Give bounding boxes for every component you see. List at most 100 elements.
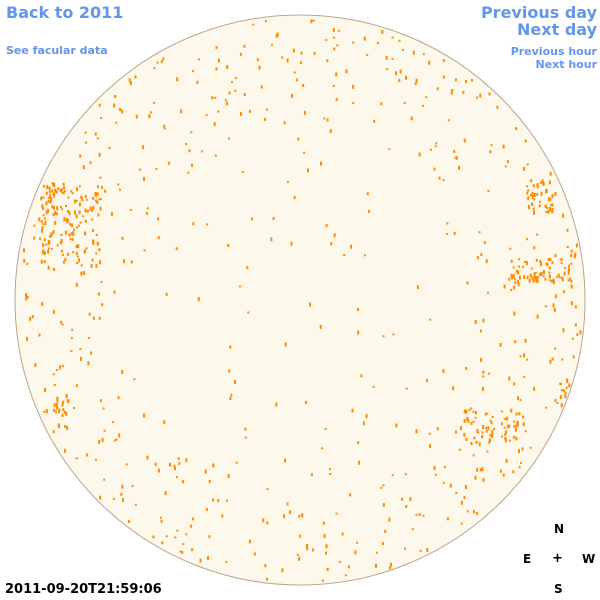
feature-mark — [42, 207, 44, 211]
feature-mark — [470, 442, 473, 445]
feature-mark — [574, 323, 577, 327]
feature-mark — [514, 340, 517, 344]
feature-mark — [92, 316, 95, 320]
feature-mark — [180, 109, 183, 114]
feature-mark — [176, 529, 179, 532]
feature-mark — [540, 191, 543, 196]
feature-mark — [239, 285, 241, 288]
feature-mark — [120, 492, 123, 496]
feature-mark — [474, 411, 477, 415]
feature-mark — [49, 200, 52, 204]
feature-mark — [266, 577, 268, 581]
feature-mark — [306, 543, 309, 548]
feature-mark — [258, 65, 261, 70]
feature-mark — [143, 413, 145, 418]
feature-mark — [535, 276, 538, 280]
see-facular-data-link[interactable]: See facular data — [6, 44, 108, 57]
feature-mark — [552, 280, 555, 285]
feature-mark — [185, 533, 188, 536]
feature-mark — [372, 385, 375, 388]
feature-mark — [455, 430, 457, 434]
feature-mark — [505, 430, 508, 435]
feature-mark — [56, 404, 58, 408]
feature-mark — [562, 328, 565, 333]
feature-mark — [352, 41, 355, 44]
feature-mark — [567, 269, 570, 274]
feature-mark — [519, 399, 522, 401]
feature-mark — [128, 78, 131, 83]
feature-mark — [523, 274, 526, 279]
feature-mark — [572, 355, 575, 359]
feature-mark — [556, 275, 558, 278]
feature-mark — [319, 325, 322, 329]
feature-mark — [518, 265, 521, 268]
feature-mark — [455, 155, 458, 160]
feature-mark — [551, 203, 554, 207]
feature-mark — [103, 478, 106, 481]
feature-mark — [429, 148, 432, 151]
feature-mark — [512, 266, 515, 269]
feature-mark — [168, 161, 171, 165]
feature-mark — [247, 311, 250, 314]
feature-mark — [56, 206, 59, 211]
feature-mark — [491, 433, 494, 438]
compass-west-label: W — [582, 552, 596, 566]
feature-mark — [113, 103, 116, 108]
feature-mark — [68, 211, 71, 216]
feature-mark — [419, 549, 422, 552]
feature-mark — [312, 548, 314, 552]
feature-mark — [47, 265, 50, 270]
feature-mark — [567, 272, 570, 275]
feature-mark — [526, 191, 529, 195]
feature-mark — [465, 80, 467, 83]
feature-mark — [450, 90, 453, 95]
feature-mark — [191, 548, 194, 552]
feature-mark — [512, 420, 515, 423]
feature-mark — [384, 530, 387, 533]
feature-mark — [76, 262, 79, 264]
feature-mark — [248, 109, 251, 113]
feature-mark — [365, 414, 368, 419]
feature-mark — [157, 468, 160, 473]
feature-mark — [470, 421, 473, 425]
feature-mark — [147, 207, 150, 210]
feature-mark — [84, 131, 87, 134]
feature-mark — [484, 412, 487, 416]
back-to-year-link[interactable]: Back to 2011 — [6, 3, 124, 22]
feature-mark — [42, 249, 45, 254]
feature-mark — [45, 409, 48, 414]
previous-day-link[interactable]: Previous day — [480, 3, 597, 22]
feature-mark — [119, 188, 121, 191]
feature-mark — [550, 204, 553, 207]
feature-mark — [306, 547, 309, 551]
feature-mark — [65, 217, 68, 222]
feature-mark — [46, 187, 49, 189]
feature-mark — [264, 117, 266, 121]
feature-mark — [152, 535, 155, 539]
feature-mark — [43, 217, 46, 220]
feature-mark — [185, 458, 188, 463]
next-hour-link[interactable]: Next hour — [535, 58, 598, 71]
feature-mark — [190, 131, 193, 134]
feature-mark — [482, 478, 485, 482]
previous-hour-link[interactable]: Previous hour — [510, 45, 597, 58]
feature-mark — [270, 237, 273, 242]
feature-mark — [560, 389, 563, 392]
feature-mark — [92, 206, 95, 210]
feature-mark — [54, 210, 57, 215]
feature-mark — [416, 285, 419, 290]
feature-mark — [173, 464, 176, 468]
feature-mark — [535, 280, 538, 283]
feature-mark — [66, 426, 69, 430]
feature-mark — [55, 369, 58, 371]
next-day-link[interactable]: Next day — [517, 20, 597, 39]
feature-mark — [123, 259, 125, 264]
feature-mark — [415, 78, 418, 83]
feature-mark — [526, 238, 528, 241]
feature-mark — [33, 236, 36, 240]
feature-mark — [512, 470, 515, 474]
feature-mark — [442, 179, 445, 182]
feature-mark — [389, 566, 392, 570]
feature-mark — [504, 165, 507, 168]
feature-mark — [96, 137, 99, 140]
